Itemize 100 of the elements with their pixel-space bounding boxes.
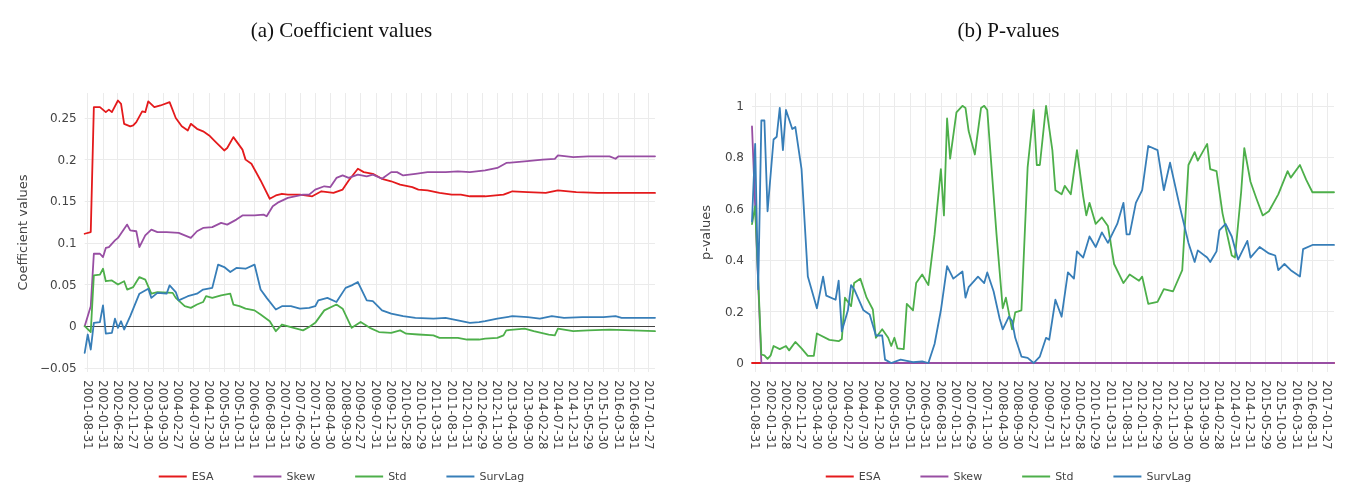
x-tick-label: 2007-06-29 (964, 380, 979, 450)
x-tick-label: 2007-11-30 (980, 380, 995, 450)
y-tick-label: 0.15 (49, 194, 77, 209)
x-tick-label: 2013-04-30 (1181, 380, 1196, 450)
x-tick-label: 2015-05-29 (1258, 380, 1273, 450)
x-tick-label: 2012-11-30 (490, 380, 505, 450)
x-tick-label: 2007-06-29 (292, 380, 307, 450)
legend-label: SurvLag (479, 470, 525, 483)
legend-label: SurvLag (1146, 470, 1192, 483)
x-tick-label: 2009-07-31 (368, 380, 383, 450)
x-tick-label: 2014-02-28 (535, 380, 550, 450)
x-tick-label: 2013-09-30 (1196, 380, 1211, 450)
x-tick-label: 2003-09-30 (825, 380, 840, 450)
x-tick-label: 2004-12-30 (871, 380, 886, 450)
x-tick-label: 2014-07-31 (550, 380, 565, 450)
x-tick-label: 2009-12-31 (1057, 380, 1072, 450)
x-tick-label: 2016-03-31 (611, 380, 626, 450)
x-tick-label: 2004-12-30 (201, 380, 216, 450)
y-tick-label: 0.8 (724, 150, 744, 165)
line-series (83, 154, 656, 328)
x-tick-label: 2015-10-30 (1274, 380, 1289, 450)
x-tick-label: 2013-09-30 (520, 380, 535, 450)
line-series (83, 99, 656, 235)
x-tick-label: 2008-04-30 (323, 380, 338, 450)
x-tick-label: 2007-01-31 (949, 380, 964, 450)
y-tick-label: 0 (69, 319, 77, 334)
y-tick-label: 0.2 (724, 304, 744, 319)
legend-label: ESA (858, 470, 881, 483)
x-tick-label: 2015-10-30 (596, 380, 611, 450)
x-tick-label: 2017-01-27 (641, 380, 656, 450)
y-tick-label: −0.05 (39, 360, 77, 375)
legend-label: Std (388, 470, 407, 483)
x-tick-label: 2016-08-31 (1305, 380, 1320, 450)
x-tick-label: 2008-09-30 (338, 380, 353, 450)
line-series (83, 263, 656, 354)
x-tick-label: 2002-06-28 (778, 380, 793, 450)
x-tick-label: 2005-10-31 (232, 380, 247, 450)
legend-label: ESA (191, 470, 214, 483)
x-tick-label: 2007-11-30 (308, 380, 323, 450)
x-tick-label: 2006-08-31 (933, 380, 948, 450)
y-tick-label: 0.05 (49, 277, 77, 292)
x-tick-label: 2017-01-27 (1320, 380, 1335, 450)
line-series (83, 267, 656, 341)
x-tick-label: 2013-04-30 (505, 380, 520, 450)
y-axis-title: p-values (698, 204, 713, 260)
x-tick-label: 2012-01-31 (1135, 380, 1150, 450)
y-tick-label: 0 (736, 356, 744, 370)
x-tick-label: 2004-07-30 (186, 380, 201, 450)
x-tick-label: 2002-11-27 (125, 380, 140, 450)
legend-label: Skew (286, 470, 316, 483)
x-tick-label: 2002-01-31 (763, 380, 778, 450)
x-tick-label: 2006-08-31 (262, 380, 277, 450)
x-tick-label: 2012-01-31 (459, 380, 474, 450)
x-tick-label: 2009-12-31 (384, 380, 399, 450)
chart-title: (a) Coefficient values (250, 17, 433, 42)
y-tick-label: 0.1 (57, 235, 77, 250)
x-tick-label: 2008-09-30 (1011, 380, 1026, 450)
x-tick-label: 2003-09-30 (156, 380, 171, 450)
x-tick-label: 2006-03-31 (247, 380, 262, 450)
x-tick-label: 2007-01-31 (277, 380, 292, 450)
legend-label: Std (1055, 470, 1074, 483)
x-tick-label: 2012-06-29 (474, 380, 489, 450)
x-tick-label: 2010-05-28 (1072, 380, 1087, 450)
x-tick-label: 2011-03-31 (1103, 380, 1118, 450)
x-tick-label: 2009-02-27 (1026, 380, 1041, 450)
x-tick-label: 2012-06-29 (1150, 380, 1165, 450)
x-tick-label: 2009-07-31 (1042, 380, 1057, 450)
x-tick-label: 2010-10-29 (414, 380, 429, 450)
legend-label: Skew (953, 470, 983, 483)
x-tick-label: 2014-12-31 (566, 380, 581, 450)
y-tick-label: 1 (736, 98, 744, 113)
x-tick-label: 2004-02-27 (840, 380, 855, 450)
x-tick-label: 2014-12-31 (1243, 380, 1258, 450)
x-tick-label: 2002-06-28 (110, 380, 125, 450)
x-tick-label: 2002-11-27 (794, 380, 809, 450)
x-tick-label: 2001-08-31 (80, 380, 95, 450)
y-tick-label: 0.2 (57, 152, 77, 167)
x-tick-label: 2011-08-31 (444, 380, 459, 450)
x-tick-label: 2001-08-31 (748, 380, 763, 450)
y-axis-title: Coefficient values (15, 174, 30, 291)
x-tick-label: 2015-05-29 (580, 380, 595, 450)
x-tick-label: 2012-11-30 (1165, 380, 1180, 450)
x-tick-label: 2016-08-31 (626, 380, 641, 450)
x-tick-label: 2005-05-31 (217, 380, 232, 450)
x-tick-label: 2003-04-30 (141, 380, 156, 450)
x-tick-label: 2004-07-30 (856, 380, 871, 450)
x-tick-label: 2010-10-29 (1088, 380, 1103, 450)
x-tick-label: 2008-04-30 (995, 380, 1010, 450)
x-tick-label: 2014-02-28 (1212, 380, 1227, 450)
x-tick-label: 2002-01-31 (95, 380, 110, 450)
x-tick-label: 2016-03-31 (1289, 380, 1304, 450)
x-tick-label: 2005-05-31 (887, 380, 902, 450)
x-tick-label: 2010-05-28 (398, 380, 413, 450)
x-tick-label: 2014-07-31 (1227, 380, 1242, 450)
y-tick-label: 0.6 (724, 201, 744, 216)
y-tick-label: 0.25 (49, 110, 77, 125)
x-tick-label: 2006-03-31 (918, 380, 933, 450)
x-tick-label: 2005-10-31 (902, 380, 917, 450)
x-tick-label: 2011-08-31 (1119, 380, 1134, 450)
x-tick-label: 2003-04-30 (809, 380, 824, 450)
